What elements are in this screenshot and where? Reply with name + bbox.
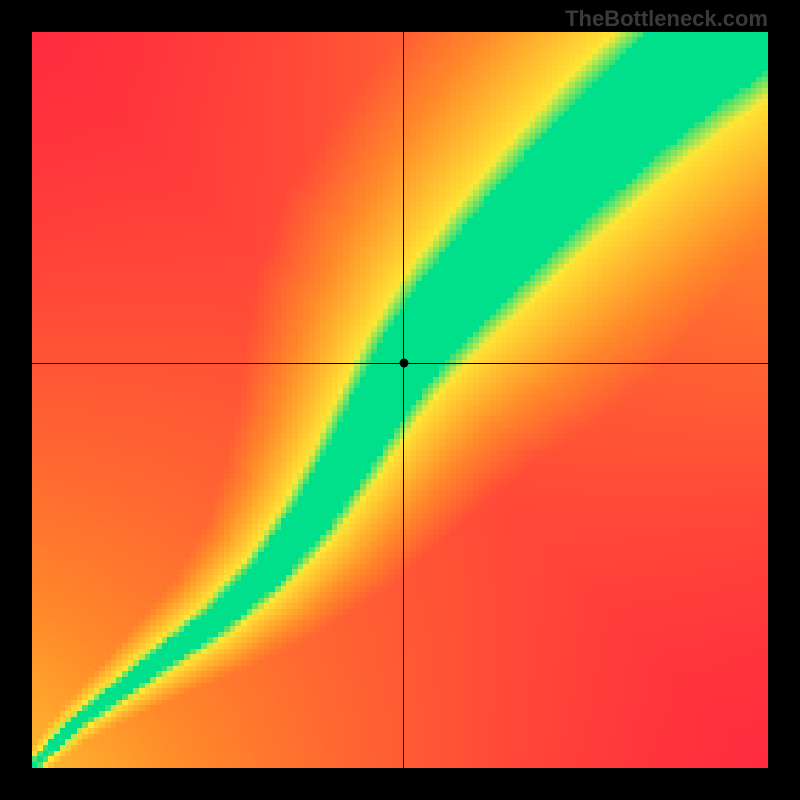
- chart-container: TheBottleneck.com: [0, 0, 800, 800]
- bottleneck-heatmap: [32, 32, 768, 768]
- watermark-text: TheBottleneck.com: [565, 6, 768, 32]
- crosshair-vertical: [403, 32, 404, 768]
- plot-area: [32, 32, 768, 768]
- crosshair-marker: [399, 359, 408, 368]
